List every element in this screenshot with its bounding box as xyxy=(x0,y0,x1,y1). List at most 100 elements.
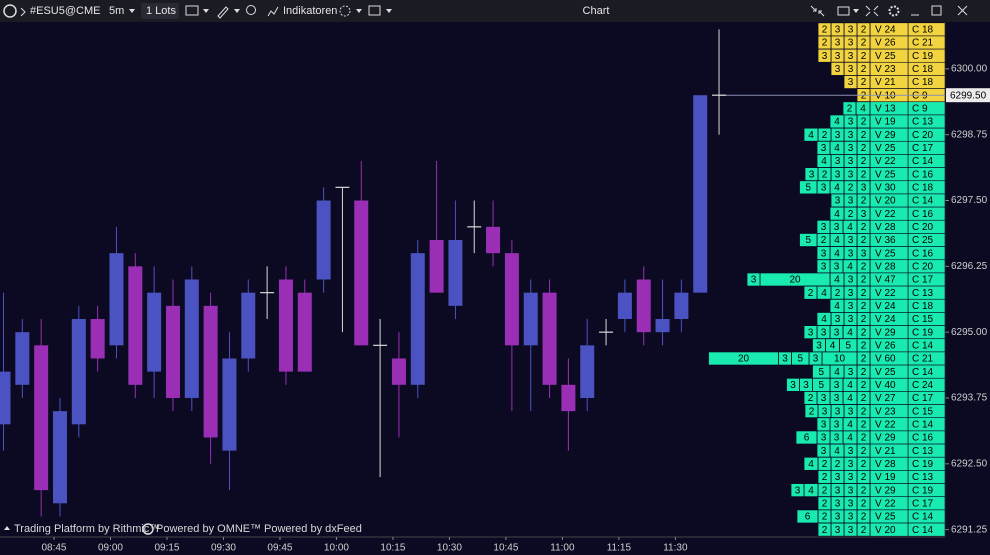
candle-body xyxy=(71,318,86,425)
candle-body xyxy=(109,253,124,346)
expand-icon[interactable] xyxy=(865,5,879,17)
ladder-cell-value: 3 xyxy=(822,406,828,417)
ladder-cell-value: 3 xyxy=(835,525,841,536)
ladder-cell-value: 3 xyxy=(848,38,854,49)
ladder-cell-value: 2 xyxy=(822,498,828,509)
collapse-icon[interactable] xyxy=(810,5,825,17)
maximize-button[interactable] xyxy=(931,5,942,16)
ladder-volume: V 60 xyxy=(875,354,896,365)
ladder-cell-value: 3 xyxy=(848,314,854,325)
candle-body xyxy=(561,384,576,412)
ladder-cell-value: 5 xyxy=(818,380,824,391)
ladder-cell-value: 2 xyxy=(861,380,867,391)
ladder-count: C 17 xyxy=(912,393,934,404)
ladder-cell-value: 5 xyxy=(845,340,851,351)
ladder-cell-value: 3 xyxy=(821,261,827,272)
symbol[interactable]: #ESU5@CME xyxy=(30,5,100,17)
camera-dropdown[interactable] xyxy=(853,9,859,13)
candle-body xyxy=(504,253,519,346)
ladder-cell-value: 2 xyxy=(861,327,867,338)
ladder-count: C 17 xyxy=(912,143,934,154)
ladder-cell-value: 3 xyxy=(751,275,757,286)
ladder-volume: V 25 xyxy=(875,51,896,62)
ladder-cell-value: 3 xyxy=(848,446,854,457)
ladder-count: C 14 xyxy=(912,419,934,430)
ladder-volume: V 29 xyxy=(875,130,896,141)
ladder-count: C 19 xyxy=(912,51,934,62)
ladder-cell-value: 2 xyxy=(848,182,854,193)
ladder-cell-value: 4 xyxy=(847,419,853,430)
ladder-cell-value: 3 xyxy=(795,485,801,496)
ladder-count: C 19 xyxy=(912,327,934,338)
ladder-cell xyxy=(790,483,805,498)
ladder-cell-value: 2 xyxy=(861,117,867,128)
order-icon[interactable] xyxy=(185,5,199,16)
ladder-cell-value: 3 xyxy=(821,222,827,233)
indicators[interactable]: Indikatoren xyxy=(283,5,337,17)
ladder-cell xyxy=(803,285,818,300)
settings-icon[interactable] xyxy=(888,5,900,17)
ladder-count: C 14 xyxy=(912,340,934,351)
zoom-icon[interactable] xyxy=(246,5,256,15)
ladder-cell-value: 3 xyxy=(821,419,827,430)
ladder-volume: V 21 xyxy=(875,446,896,457)
ladder-cell-value: 3 xyxy=(848,301,854,312)
y-tick-label: 6295.00 xyxy=(951,327,988,338)
order-dropdown[interactable] xyxy=(203,9,209,13)
template-icon[interactable] xyxy=(339,5,351,17)
candle-body xyxy=(523,292,538,346)
ladder-volume: V 28 xyxy=(875,459,896,470)
ladder-volume: V 22 xyxy=(875,288,896,299)
ladder-cell-value: 2 xyxy=(861,340,867,351)
app-logo[interactable] xyxy=(3,4,17,18)
ladder-count: C 18 xyxy=(912,64,934,75)
ladder-cell-value: 2 xyxy=(809,406,815,417)
ladder-cell-value: 5 xyxy=(818,367,824,378)
ladder-cell-value: 5 xyxy=(797,354,803,365)
indicator-icon[interactable] xyxy=(267,6,279,17)
ladder-count: C 13 xyxy=(912,288,934,299)
close-button[interactable] xyxy=(957,5,968,16)
camera-icon[interactable] xyxy=(837,6,850,16)
layout-icon[interactable] xyxy=(368,5,381,16)
footer-icon xyxy=(4,526,10,530)
draw-icon[interactable] xyxy=(217,6,229,19)
ladder-cell xyxy=(803,325,818,340)
ladder-count: C 18 xyxy=(912,25,934,36)
ladder-cell-value: 4 xyxy=(821,156,827,167)
layout-dropdown[interactable] xyxy=(386,9,392,13)
ladder-cell-value: 4 xyxy=(834,235,840,246)
x-tick-label: 11:30 xyxy=(663,543,688,554)
symbol-icon xyxy=(20,7,26,17)
ladder-cell-value: 2 xyxy=(861,77,867,88)
ladder-volume: V 25 xyxy=(875,143,896,154)
y-tick-label: 6298.75 xyxy=(951,129,988,140)
ladder-count: C 14 xyxy=(912,196,934,207)
draw-dropdown[interactable] xyxy=(234,9,240,13)
ladder-count: C 13 xyxy=(912,446,934,457)
ladder-cell-value: 3 xyxy=(848,196,854,207)
ladder-cell-value: 6 xyxy=(804,433,810,444)
ladder-cell-value: 2 xyxy=(861,301,867,312)
ladder-cell xyxy=(817,522,832,537)
x-tick-label: 08:45 xyxy=(41,543,66,554)
interval-dropdown[interactable] xyxy=(129,9,135,13)
omne-credit: Powered by OMNE™ xyxy=(156,523,261,535)
candle-body xyxy=(184,279,199,398)
ladder-cell-value: 4 xyxy=(834,117,840,128)
interval[interactable]: 5m xyxy=(109,5,124,17)
lots[interactable]: 1 Lots xyxy=(146,5,176,17)
ladder-volume: V 47 xyxy=(875,275,896,286)
ladder-cell-value: 4 xyxy=(834,275,840,286)
ladder-cell-value: 4 xyxy=(834,143,840,154)
ladder-cell-value: 2 xyxy=(848,209,854,220)
template-dropdown[interactable] xyxy=(356,9,362,13)
ladder-count: C 20 xyxy=(912,130,934,141)
ladder-cell-value: 4 xyxy=(834,209,840,220)
lots-box[interactable] xyxy=(141,3,179,19)
ladder-cell xyxy=(799,233,818,247)
ladder-cell-value: 2 xyxy=(861,261,867,272)
ladder-cell-value: 3 xyxy=(861,248,867,259)
ladder-volume: V 24 xyxy=(875,25,896,36)
